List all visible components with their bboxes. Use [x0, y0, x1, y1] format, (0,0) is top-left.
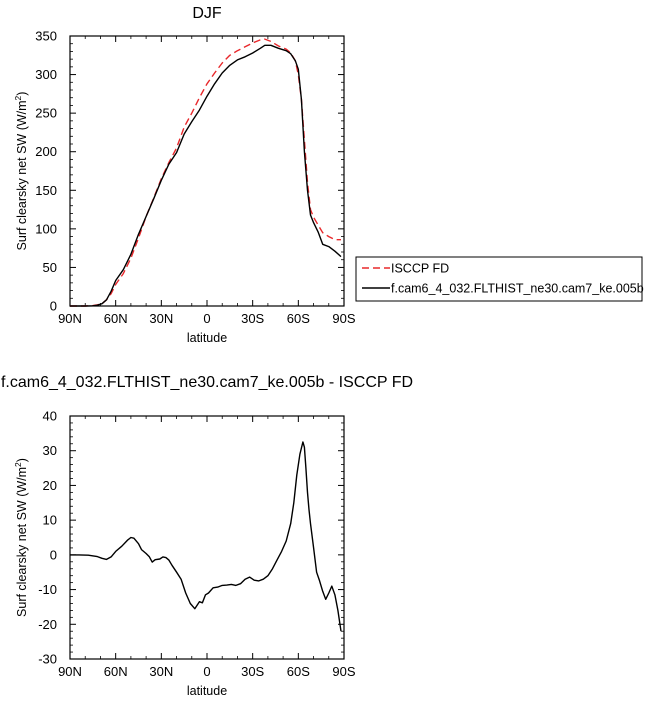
x-tick-label: 30S	[241, 311, 264, 326]
plot-frame	[69, 35, 345, 307]
x-tick-label: 60N	[104, 311, 128, 326]
y-tick-label: 350	[35, 29, 57, 44]
x-tick-label: 60N	[104, 664, 128, 679]
y-tick-label: 0	[50, 299, 57, 314]
x-tick-label: 60S	[287, 664, 310, 679]
y-axis-label-sup: 2	[13, 462, 23, 467]
chart-panel-1: DJF 90N 60N 30N 0 30S 60S 90S 0 50 100 150 200 250 300…	[13, 5, 644, 345]
x-axis-label: latitude	[187, 684, 227, 698]
y-tick-label: -30	[38, 652, 57, 667]
legend-box	[355, 256, 643, 302]
y-tick-label: 250	[35, 106, 57, 121]
x-tick-label: 0	[203, 311, 210, 326]
x-tick-label: 90S	[332, 664, 355, 679]
y-tick-label: 0	[50, 547, 57, 562]
x-axis-label: latitude	[187, 331, 227, 345]
y-axis-label-close: )	[15, 458, 29, 462]
y-axis-label: Surf clearsky net SW (W/m2)	[13, 458, 29, 617]
y-tick-label: 150	[35, 183, 57, 198]
y-tick-label: 40	[43, 409, 57, 424]
x-tick-label: 90N	[58, 311, 82, 326]
chart-panel-2: f.cam6_4_032.FLTHIST_ne30.cam7_ke.005b -…	[1, 374, 413, 698]
chart-title: f.cam6_4_032.FLTHIST_ne30.cam7_ke.005b -…	[1, 374, 413, 391]
y-axis-label-main: Surf clearsky net SW (W/m	[15, 100, 29, 250]
chart-title: DJF	[192, 5, 222, 22]
x-tick-label: 90N	[58, 664, 82, 679]
legend-label-2: f.cam6_4_032.FLTHIST_ne30.cam7_ke.005b	[391, 282, 644, 296]
series-line-2	[70, 44, 342, 307]
series-line-1	[70, 441, 342, 632]
x-tick-label: 60S	[287, 311, 310, 326]
y-tick-label: 200	[35, 144, 57, 159]
y-axis-label-main: Surf clearsky net SW (W/m	[15, 467, 29, 617]
x-tick-label: 30N	[149, 664, 173, 679]
y-tick-label: 10	[43, 513, 57, 528]
y-tick-label: 300	[35, 67, 57, 82]
y-tick-label: 20	[43, 478, 57, 493]
x-tick-label: 30S	[241, 664, 264, 679]
legend-label-1: ISCCP FD	[391, 262, 449, 276]
legend: ISCCP FD f.cam6_4_032.FLTHIST_ne30.cam7_k…	[355, 256, 644, 302]
y-axis-label: Surf clearsky net SW (W/m2)	[13, 92, 29, 251]
y-axis-label-close: )	[15, 92, 29, 96]
x-tick-label: 0	[203, 664, 210, 679]
y-axis-label-sup: 2	[13, 95, 23, 100]
x-tick-label: 90S	[332, 311, 355, 326]
y-tick-label: 50	[43, 260, 57, 275]
series-line-1	[70, 38, 341, 307]
x-tick-label: 30N	[149, 311, 173, 326]
y-tick-label: -10	[38, 582, 57, 597]
y-tick-label: 30	[43, 443, 57, 458]
y-tick-label: 100	[35, 221, 57, 236]
y-tick-label: -20	[38, 617, 57, 632]
plot-frame	[69, 415, 345, 660]
